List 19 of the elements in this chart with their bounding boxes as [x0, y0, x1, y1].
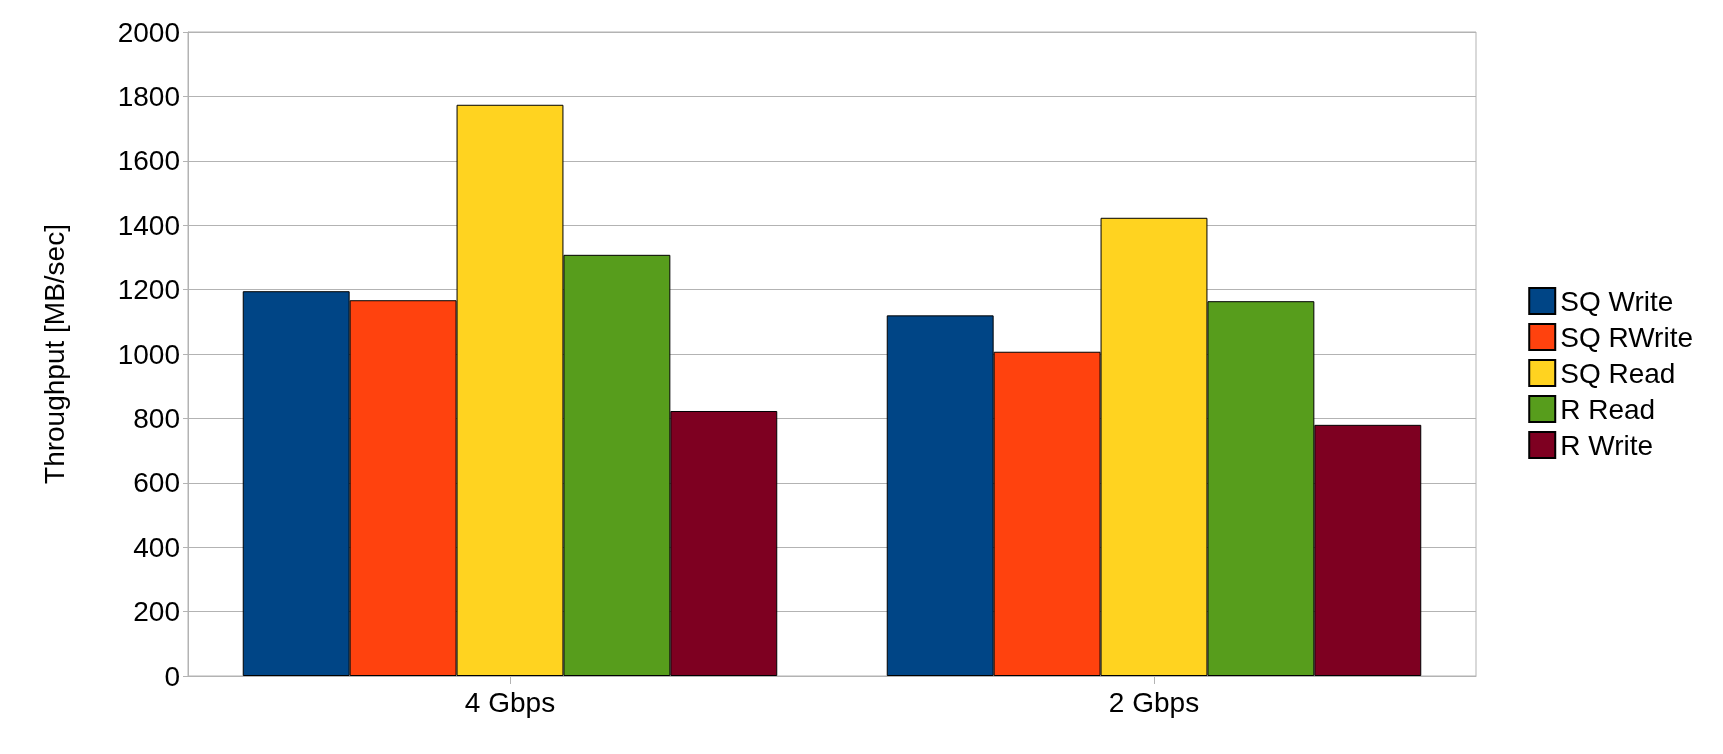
- x-tick-label: 4 Gbps: [464, 686, 556, 718]
- y-tick-label: 1600: [117, 145, 180, 177]
- y-tick-label: 0: [164, 660, 180, 692]
- y-tick-label: 400: [133, 531, 180, 563]
- legend-label: R Read: [1560, 393, 1656, 425]
- y-tick-label: 200: [133, 596, 180, 628]
- y-axis-title: Throughput [MB/sec]: [38, 224, 70, 484]
- y-tick-label: 1800: [117, 80, 180, 112]
- legend-label: R Write: [1560, 429, 1654, 461]
- y-tick-label: 1000: [117, 338, 180, 370]
- y-tick-label: 2000: [117, 16, 180, 48]
- x-tick-label: 2 Gbps: [1108, 686, 1200, 718]
- y-tick-label: 1200: [117, 274, 180, 306]
- y-tick-label: 1400: [117, 209, 180, 241]
- legend-label: SQ Read: [1560, 357, 1676, 389]
- legend-label: SQ Write: [1560, 285, 1674, 317]
- y-tick-label: 600: [133, 467, 180, 499]
- legend-label: SQ RWrite: [1560, 321, 1694, 353]
- y-tick-label: 800: [133, 402, 180, 434]
